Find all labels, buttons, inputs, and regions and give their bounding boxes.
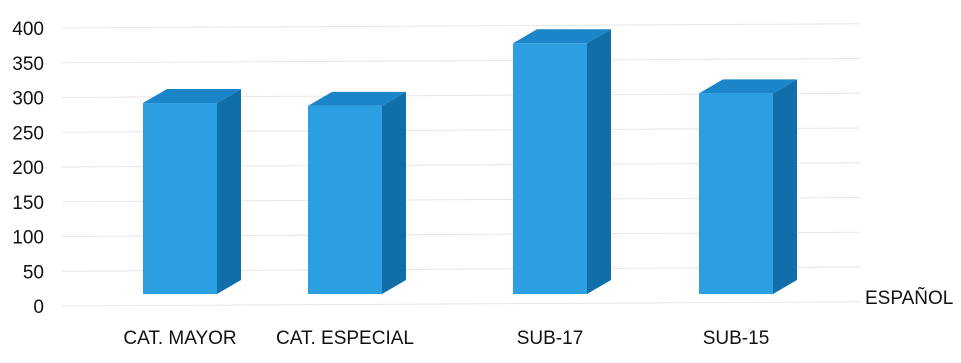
y-tick-label: 300 (12, 89, 44, 110)
bar (308, 91, 406, 294)
y-tick-label: 50 (23, 262, 44, 283)
bar-front-face (143, 103, 217, 294)
y-tick-label: 250 (12, 123, 44, 144)
gridline (61, 23, 861, 29)
gridline (61, 58, 861, 64)
bar-side-face (773, 79, 797, 294)
bar-top-face (513, 29, 611, 44)
y-tick-label: 400 (12, 19, 44, 40)
y-tick-label: 200 (12, 158, 44, 179)
legend-series-label: ESPAÑOL (865, 287, 953, 309)
bar-top-face (699, 79, 797, 94)
bar-top-face (308, 91, 406, 106)
y-tick-label: 0 (33, 297, 44, 318)
y-tick-label: 350 (12, 54, 44, 75)
x-tick-label: CAT. ESPECIAL (276, 328, 414, 349)
bars (143, 29, 797, 294)
y-tick-label: 100 (12, 228, 44, 249)
x-tick-label: CAT. MAYOR (123, 328, 236, 349)
x-tick-label: SUB-17 (517, 328, 584, 349)
bar-side-face (587, 29, 611, 294)
x-axis-ticks: CAT. MAYOR CAT. ESPECIAL SUB-17 SUB-15 (123, 328, 769, 349)
y-tick-label: 150 (12, 193, 44, 214)
bar-front-face (513, 43, 587, 294)
bar-top-face (143, 89, 241, 104)
bar-side-face (382, 91, 406, 294)
bar-front-face (699, 93, 773, 294)
bar (699, 79, 797, 294)
bar-front-face (308, 105, 382, 294)
y-axis-ticks: 0 50 100 150 200 250 300 350 400 (12, 19, 44, 318)
bar (513, 29, 611, 294)
bar (143, 89, 241, 294)
x-tick-label: SUB-15 (703, 328, 770, 349)
gridline (61, 301, 861, 307)
bar-side-face (217, 89, 241, 294)
